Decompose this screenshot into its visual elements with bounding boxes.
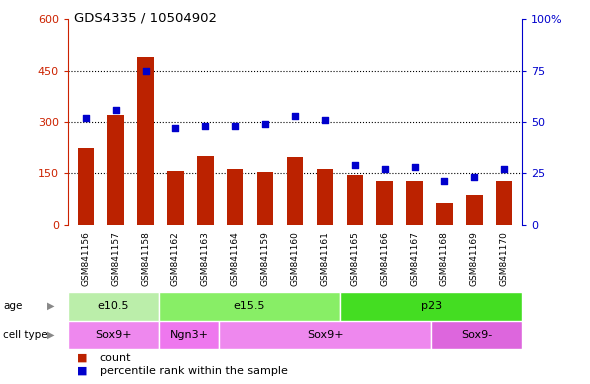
Text: GSM841164: GSM841164 bbox=[231, 231, 240, 286]
Point bbox=[320, 117, 330, 123]
Point bbox=[470, 174, 479, 180]
Bar bbox=[317, 169, 333, 225]
Bar bbox=[496, 181, 513, 225]
Bar bbox=[77, 147, 94, 225]
Text: GSM841156: GSM841156 bbox=[81, 231, 90, 286]
Text: GSM841157: GSM841157 bbox=[111, 231, 120, 286]
Text: GSM841170: GSM841170 bbox=[500, 231, 509, 286]
Bar bbox=[436, 204, 453, 225]
Bar bbox=[68, 321, 159, 349]
Text: GSM841167: GSM841167 bbox=[410, 231, 419, 286]
Text: ■: ■ bbox=[77, 366, 87, 376]
Bar bbox=[376, 181, 393, 225]
Bar bbox=[346, 175, 363, 225]
Text: Sox9-: Sox9- bbox=[461, 330, 492, 340]
Bar bbox=[197, 156, 214, 225]
Text: GSM841158: GSM841158 bbox=[141, 231, 150, 286]
Text: e15.5: e15.5 bbox=[234, 301, 266, 311]
Point bbox=[81, 115, 90, 121]
Text: GSM841161: GSM841161 bbox=[320, 231, 329, 286]
Text: Ngn3+: Ngn3+ bbox=[169, 330, 208, 340]
Text: age: age bbox=[3, 301, 22, 311]
Bar bbox=[137, 57, 154, 225]
Text: GSM841159: GSM841159 bbox=[261, 231, 270, 286]
Point bbox=[380, 166, 389, 172]
Bar bbox=[167, 170, 183, 225]
Point bbox=[350, 162, 359, 168]
Text: ▶: ▶ bbox=[47, 301, 54, 311]
Bar bbox=[227, 169, 244, 225]
Text: Sox9+: Sox9+ bbox=[95, 330, 132, 340]
Bar bbox=[159, 292, 340, 321]
Point bbox=[290, 113, 300, 119]
Bar bbox=[68, 292, 159, 321]
Bar bbox=[107, 115, 124, 225]
Bar bbox=[407, 181, 423, 225]
Text: GSM841169: GSM841169 bbox=[470, 231, 479, 286]
Text: Sox9+: Sox9+ bbox=[307, 330, 343, 340]
Point bbox=[500, 166, 509, 172]
Point bbox=[410, 164, 419, 170]
Bar bbox=[219, 321, 431, 349]
Bar bbox=[340, 292, 522, 321]
Point bbox=[111, 106, 120, 113]
Text: percentile rank within the sample: percentile rank within the sample bbox=[100, 366, 287, 376]
Text: GSM841166: GSM841166 bbox=[380, 231, 389, 286]
Bar bbox=[287, 157, 303, 225]
Point bbox=[171, 125, 180, 131]
Point bbox=[231, 123, 240, 129]
Text: cell type: cell type bbox=[3, 330, 48, 340]
Text: e10.5: e10.5 bbox=[97, 301, 129, 311]
Point bbox=[141, 68, 150, 74]
Point bbox=[440, 179, 449, 185]
Text: GSM841163: GSM841163 bbox=[201, 231, 210, 286]
Text: GSM841162: GSM841162 bbox=[171, 231, 180, 286]
Bar bbox=[466, 195, 483, 225]
Point bbox=[201, 123, 210, 129]
Text: count: count bbox=[100, 353, 131, 362]
Text: ▶: ▶ bbox=[47, 330, 54, 340]
Text: p23: p23 bbox=[421, 301, 442, 311]
Text: GSM841165: GSM841165 bbox=[350, 231, 359, 286]
Text: ■: ■ bbox=[77, 353, 87, 362]
Point bbox=[260, 121, 270, 127]
Text: GSM841168: GSM841168 bbox=[440, 231, 449, 286]
Bar bbox=[159, 321, 219, 349]
Bar bbox=[431, 321, 522, 349]
Text: GSM841160: GSM841160 bbox=[290, 231, 300, 286]
Bar bbox=[257, 172, 273, 225]
Text: GDS4335 / 10504902: GDS4335 / 10504902 bbox=[74, 12, 217, 25]
